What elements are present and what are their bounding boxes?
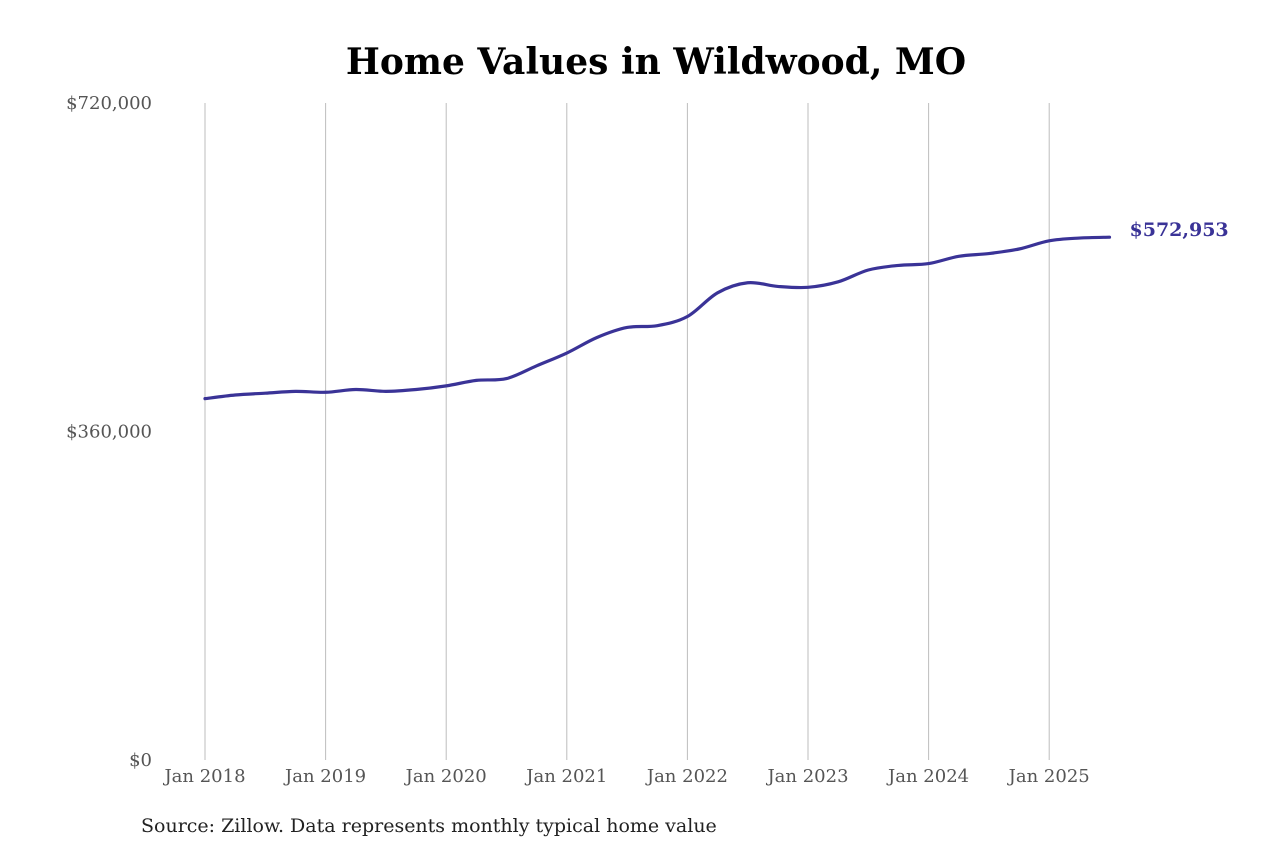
- x-tick-label: Jan 2018: [162, 766, 245, 787]
- y-axis-ticks: $0 $360,000 $720,000: [66, 93, 152, 771]
- x-tick-label: Jan 2023: [765, 766, 848, 787]
- y-tick-label: $0: [129, 750, 152, 771]
- x-tick-label: Jan 2022: [645, 766, 728, 787]
- y-tick-label: $360,000: [66, 422, 152, 443]
- source-note: Source: Zillow. Data represents monthly …: [141, 815, 717, 837]
- series-line: [203, 235, 1112, 401]
- gridlines: [204, 103, 1050, 760]
- x-tick-label: Jan 2024: [886, 766, 969, 787]
- series-end-value-label: $572,953: [1130, 219, 1229, 241]
- x-tick-label: Jan 2025: [1007, 766, 1090, 787]
- x-axis-ticks: Jan 2018 Jan 2019 Jan 2020 Jan 2021 Jan 2022…: [162, 766, 1089, 787]
- x-tick-label: Jan 2021: [524, 766, 607, 787]
- x-tick-label: Jan 2020: [404, 766, 487, 787]
- x-tick-label: Jan 2019: [283, 766, 366, 787]
- chart-title: Home Values in Wildwood, MO: [346, 41, 966, 83]
- y-tick-label: $720,000: [66, 93, 152, 114]
- series-layer: $572,953: [203, 219, 1229, 401]
